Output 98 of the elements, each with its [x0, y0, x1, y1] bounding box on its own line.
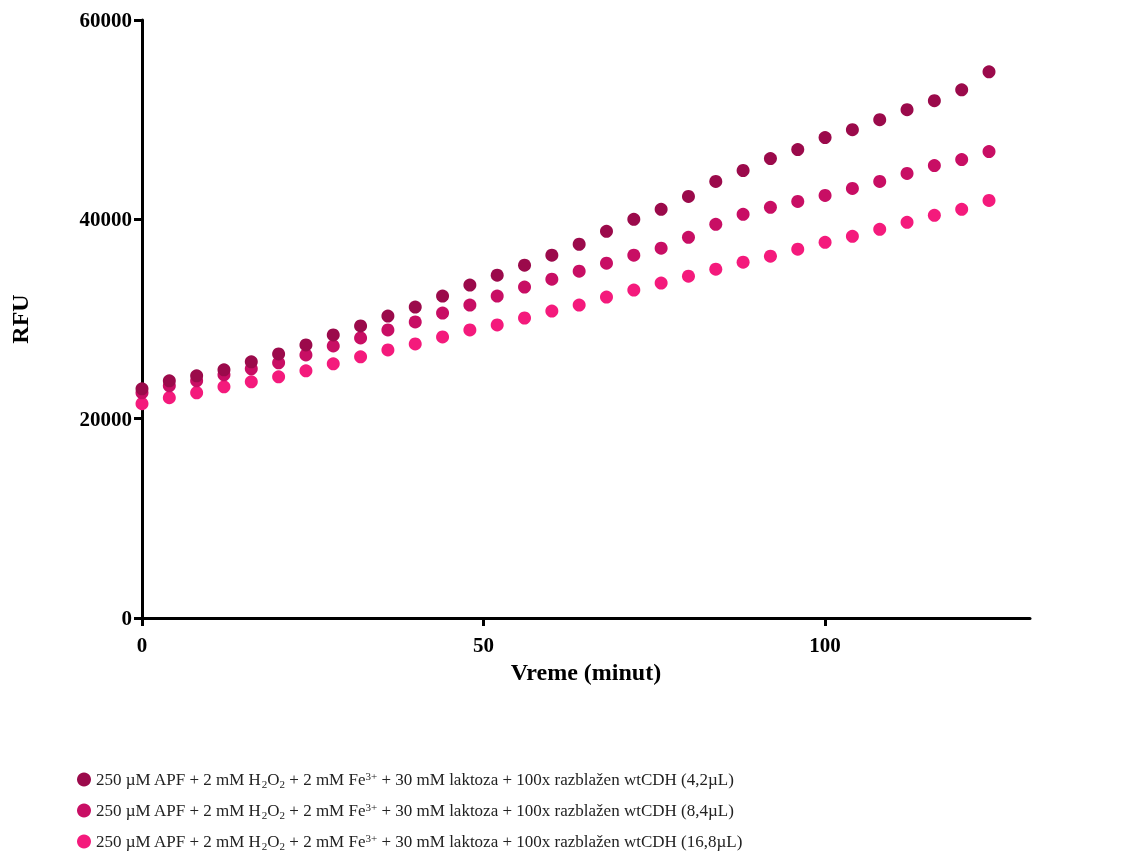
point	[381, 343, 395, 357]
point	[545, 304, 559, 318]
point	[736, 255, 750, 269]
y-tick-label: 40000	[79, 207, 132, 232]
point	[244, 355, 258, 369]
point	[190, 369, 204, 383]
point	[135, 382, 149, 396]
point	[408, 315, 422, 329]
point	[791, 194, 805, 208]
point	[736, 207, 750, 221]
x-axis-title: Vreme (minut)	[510, 659, 662, 685]
point	[381, 323, 395, 337]
point	[845, 229, 859, 243]
point	[927, 94, 941, 108]
point	[627, 283, 641, 297]
point	[162, 374, 176, 388]
point	[545, 272, 559, 286]
point	[763, 200, 777, 214]
point	[518, 258, 532, 272]
point	[955, 202, 969, 216]
point	[408, 300, 422, 314]
point	[217, 380, 231, 394]
point	[545, 248, 559, 262]
point	[845, 181, 859, 195]
point	[681, 230, 695, 244]
point	[900, 215, 914, 229]
x-tick-label: 50	[473, 632, 495, 657]
point	[572, 298, 586, 312]
point	[326, 357, 340, 371]
point	[381, 309, 395, 323]
point	[982, 145, 996, 159]
point	[955, 83, 969, 97]
point	[927, 208, 941, 222]
point	[845, 123, 859, 137]
point	[600, 290, 613, 304]
point	[873, 174, 887, 188]
point	[654, 276, 668, 290]
x-tick-label: 0	[136, 632, 148, 657]
point	[326, 328, 340, 342]
point	[900, 166, 914, 180]
point	[190, 386, 204, 400]
point	[818, 131, 832, 145]
point	[135, 397, 149, 411]
point	[272, 347, 286, 361]
point	[490, 289, 504, 303]
point	[791, 143, 805, 157]
point	[873, 222, 887, 236]
point	[572, 237, 586, 251]
point	[217, 363, 231, 377]
point	[982, 65, 996, 79]
point	[272, 370, 286, 384]
point	[463, 278, 477, 292]
point	[436, 330, 450, 344]
point	[354, 350, 368, 364]
y-tick-label: 60000	[79, 8, 132, 32]
point	[572, 264, 586, 278]
point	[818, 235, 832, 249]
point	[818, 188, 832, 202]
point	[736, 164, 750, 177]
point	[709, 174, 723, 188]
point	[354, 319, 368, 333]
point	[408, 337, 422, 351]
point	[982, 193, 996, 207]
point	[463, 323, 477, 337]
point	[436, 289, 450, 303]
point	[763, 152, 777, 166]
point	[927, 159, 941, 173]
x-tick-label: 100	[809, 632, 841, 657]
point	[600, 224, 613, 238]
point	[490, 268, 504, 282]
point	[709, 262, 723, 276]
point	[763, 249, 777, 263]
point	[600, 256, 613, 270]
point	[518, 280, 532, 294]
point	[244, 375, 258, 389]
point	[681, 189, 695, 203]
point	[354, 331, 368, 345]
y-axis-title: RFU	[7, 294, 33, 344]
point	[900, 103, 914, 117]
point	[627, 248, 641, 262]
point	[299, 364, 313, 378]
point	[654, 202, 668, 216]
point	[299, 338, 313, 352]
point	[681, 269, 695, 283]
point	[326, 339, 340, 353]
point	[162, 391, 176, 405]
point	[791, 242, 805, 256]
point	[518, 311, 532, 325]
point	[490, 318, 504, 332]
point	[436, 306, 450, 320]
point	[463, 298, 477, 312]
point	[627, 212, 641, 226]
y-tick-label: 0	[121, 606, 132, 630]
point	[873, 113, 887, 127]
y-tick-label: 20000	[79, 406, 132, 431]
point	[709, 217, 723, 231]
point	[654, 241, 668, 255]
point	[955, 153, 969, 167]
